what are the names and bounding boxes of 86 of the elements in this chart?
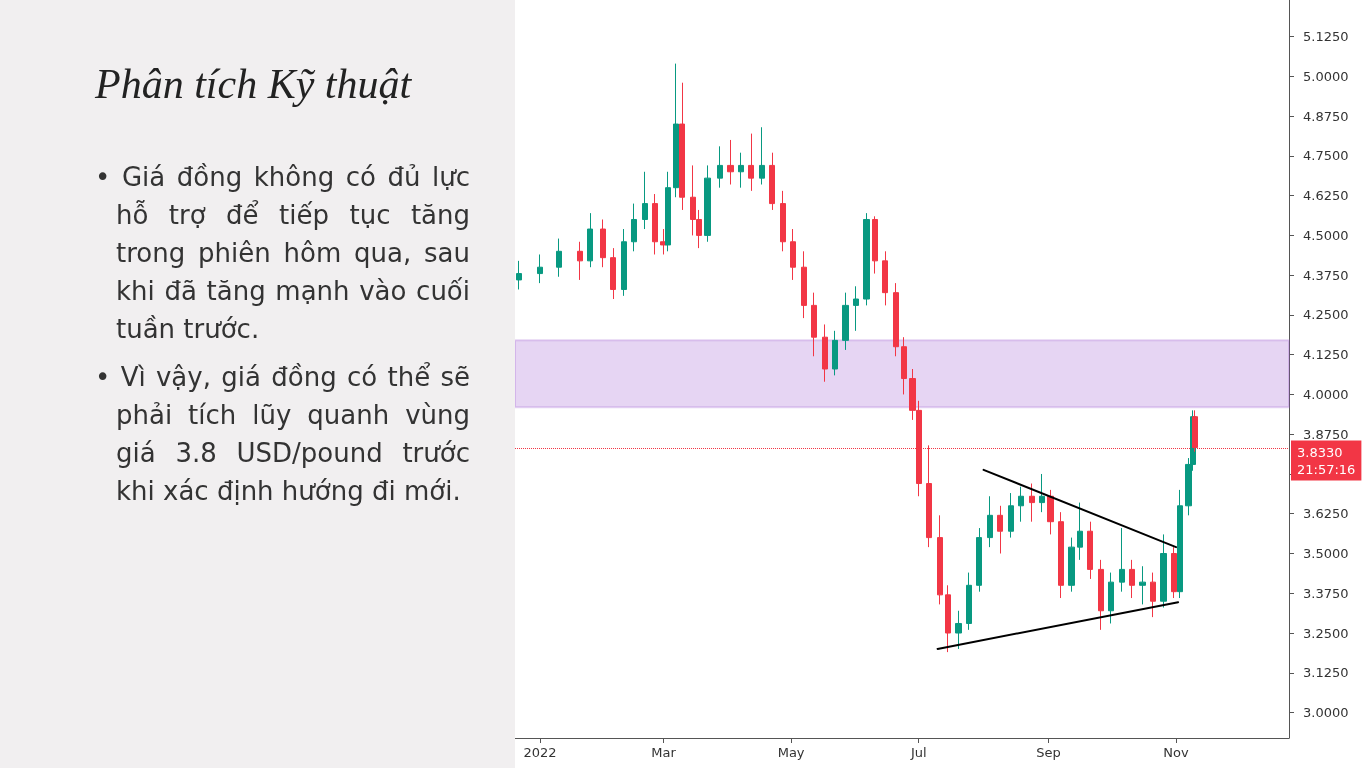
candlestick [955, 610, 962, 650]
candlestick [1108, 572, 1114, 624]
candlestick [1008, 492, 1014, 539]
candlestick [882, 250, 888, 306]
x-tick-label: Sep [1036, 745, 1061, 760]
y-tick-label: 4.0000 [1303, 386, 1349, 402]
candlestick [642, 171, 648, 230]
y-tick-label: 3.1250 [1303, 665, 1349, 681]
y-tick-label: 3.6250 [1303, 506, 1349, 522]
candlestick [1068, 537, 1075, 593]
candlestick [901, 336, 907, 395]
candlestick [516, 260, 522, 290]
ref-line-label: 3.8330 21:57:16 [1297, 444, 1356, 477]
candlestick [1177, 489, 1183, 599]
x-tick-label: Jul [909, 745, 927, 760]
candlestick [1077, 502, 1083, 561]
candlestick [1119, 527, 1125, 593]
candlestick [673, 63, 679, 198]
candlestick [811, 292, 817, 357]
candlestick [738, 152, 744, 189]
candlestick [631, 203, 637, 252]
candlestick [893, 282, 899, 357]
candlestick [769, 152, 775, 211]
candlestick [937, 514, 943, 605]
candlestick [1139, 565, 1146, 605]
candlestick [621, 228, 627, 297]
candlestick [1160, 533, 1167, 609]
y-tick-label: 4.1250 [1303, 347, 1349, 363]
candlestick [610, 247, 616, 300]
candlestick [759, 126, 765, 185]
candlestick [1039, 473, 1045, 513]
candlestick [997, 505, 1003, 554]
candlestick [1018, 486, 1024, 523]
candlestick [832, 330, 838, 376]
candlestick [863, 212, 870, 306]
candlestick [587, 212, 593, 268]
candlestick [976, 527, 982, 593]
text: • Vì vậy, giá đồng có thể sẽ phải tích lũy quanh vùng giá 3.8 USD/pound trước khi xác định hướng đi mới. [95, 361, 470, 508]
candlestick [1129, 559, 1135, 599]
candlestick [704, 164, 711, 243]
candlestick [1058, 511, 1064, 599]
candlestick [717, 145, 723, 189]
y-tick-label: 4.5000 [1303, 227, 1349, 243]
y-tick-label: 3.5000 [1303, 546, 1349, 561]
candlestick [822, 323, 828, 383]
x-tick-label: Nov [1163, 745, 1190, 760]
candlestick [665, 171, 671, 252]
y-tick-label: 3.2500 [1303, 625, 1349, 641]
candlestick [652, 193, 658, 255]
y-tick-label: 4.2500 [1303, 307, 1349, 323]
x-tick-label: May [777, 745, 805, 760]
candlestick [780, 190, 786, 252]
y-tick-label: 4.3750 [1303, 267, 1349, 283]
y-tick-label: 3.8750 [1303, 426, 1349, 442]
y-tick-label: 4.6250 [1303, 188, 1349, 204]
x-tick-label: Mar [651, 745, 677, 760]
x-tick-label: 2022 [523, 745, 557, 760]
y-tick-label: 5.1250 [1303, 29, 1349, 45]
text: • Giá đồng không có đủ lực hỗ trợ để tiếp tục tăng trong phiên hôm qua, sau khi đã tăng mạnh vào cuối tuần trước. [95, 161, 470, 346]
candlestick [790, 228, 796, 281]
text: Phân tích Kỹ thuật [95, 60, 413, 108]
candlestick [1087, 521, 1093, 580]
candlestick [1171, 546, 1177, 599]
candlestick [727, 139, 734, 185]
y-tick-label: 5.0000 [1303, 68, 1349, 84]
candlestick [1047, 489, 1054, 535]
y-tick-label: 4.8750 [1303, 108, 1349, 124]
candlestick [842, 292, 849, 351]
candlestick [966, 572, 972, 631]
candlestick [801, 250, 807, 319]
candlestick [1029, 483, 1035, 523]
candlestick [537, 253, 543, 284]
candlestick [853, 285, 859, 332]
candlestick [556, 238, 562, 278]
candlestick [1150, 572, 1156, 618]
candlestick [1098, 559, 1104, 631]
y-tick-label: 3.0000 [1303, 705, 1349, 721]
candlestick [679, 82, 685, 211]
y-tick-label: 4.7500 [1303, 148, 1349, 164]
candlestick [600, 218, 606, 268]
candlestick [945, 584, 951, 653]
y-tick-label: 3.3750 [1303, 585, 1349, 601]
candlestick [872, 215, 878, 275]
candlestick [748, 133, 754, 192]
candlestick [577, 241, 583, 281]
candlestick [987, 495, 993, 548]
